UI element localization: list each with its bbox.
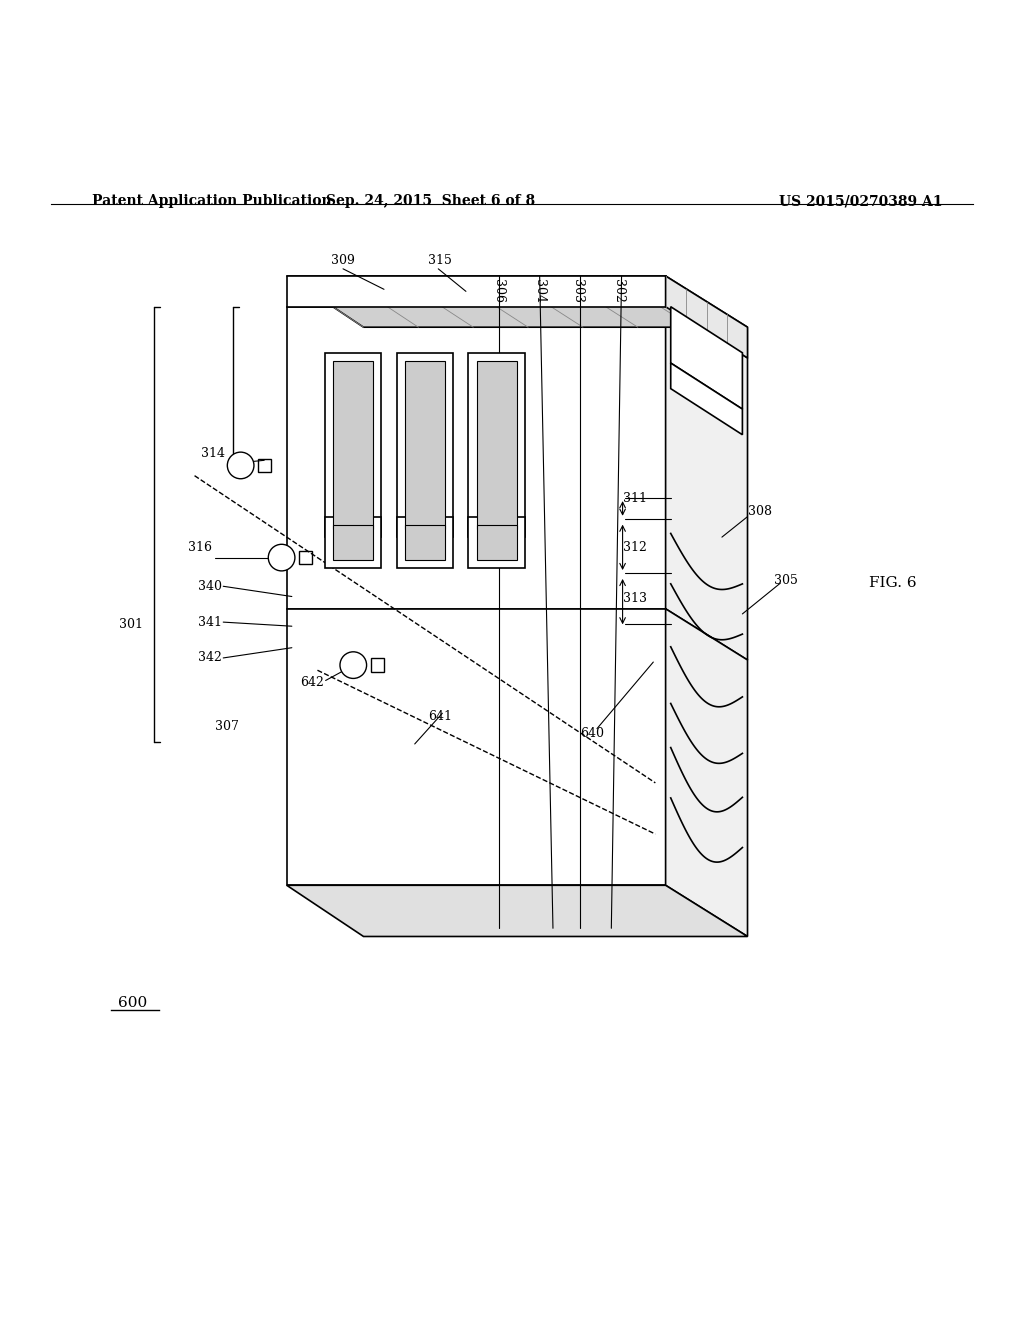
Polygon shape [666,609,748,936]
Polygon shape [666,306,748,660]
Polygon shape [325,352,381,537]
Text: Patent Application Publication: Patent Application Publication [92,194,332,209]
Text: 309: 309 [331,255,355,267]
Polygon shape [671,306,742,409]
Polygon shape [287,306,666,609]
Polygon shape [404,360,444,529]
Text: 341: 341 [198,615,222,628]
Text: 315: 315 [428,255,453,267]
Text: 305: 305 [774,574,799,586]
Polygon shape [333,525,373,560]
Polygon shape [671,363,742,434]
Text: 340: 340 [198,579,222,593]
Text: 640: 640 [580,727,604,741]
Polygon shape [287,609,666,886]
Polygon shape [325,516,381,568]
Text: 304: 304 [534,279,546,304]
Polygon shape [468,352,524,537]
Polygon shape [396,516,453,568]
Text: 641: 641 [428,710,453,723]
Text: FIG. 6: FIG. 6 [869,577,916,590]
Text: Sep. 24, 2015  Sheet 6 of 8: Sep. 24, 2015 Sheet 6 of 8 [326,194,535,209]
Text: 312: 312 [623,541,647,554]
Text: 642: 642 [300,676,325,689]
Polygon shape [287,886,748,936]
Polygon shape [287,276,666,306]
Polygon shape [396,352,453,537]
Text: 313: 313 [623,593,647,605]
Circle shape [340,652,367,678]
Polygon shape [287,276,748,327]
Polygon shape [333,360,373,529]
Polygon shape [468,516,524,568]
Circle shape [268,544,295,572]
Polygon shape [476,360,516,529]
Text: 303: 303 [571,279,584,304]
Text: 306: 306 [493,279,505,304]
Text: 600: 600 [119,997,147,1010]
Text: 307: 307 [215,721,240,733]
Text: 316: 316 [187,541,212,554]
Text: 342: 342 [198,652,222,664]
Polygon shape [404,525,444,560]
Text: 314: 314 [201,446,225,459]
Circle shape [227,453,254,479]
Text: 301: 301 [119,618,143,631]
Text: 302: 302 [612,279,625,304]
Text: 308: 308 [748,506,772,517]
Polygon shape [666,276,748,358]
Text: 311: 311 [623,492,647,504]
Text: US 2015/0270389 A1: US 2015/0270389 A1 [778,194,942,209]
Polygon shape [476,525,516,560]
